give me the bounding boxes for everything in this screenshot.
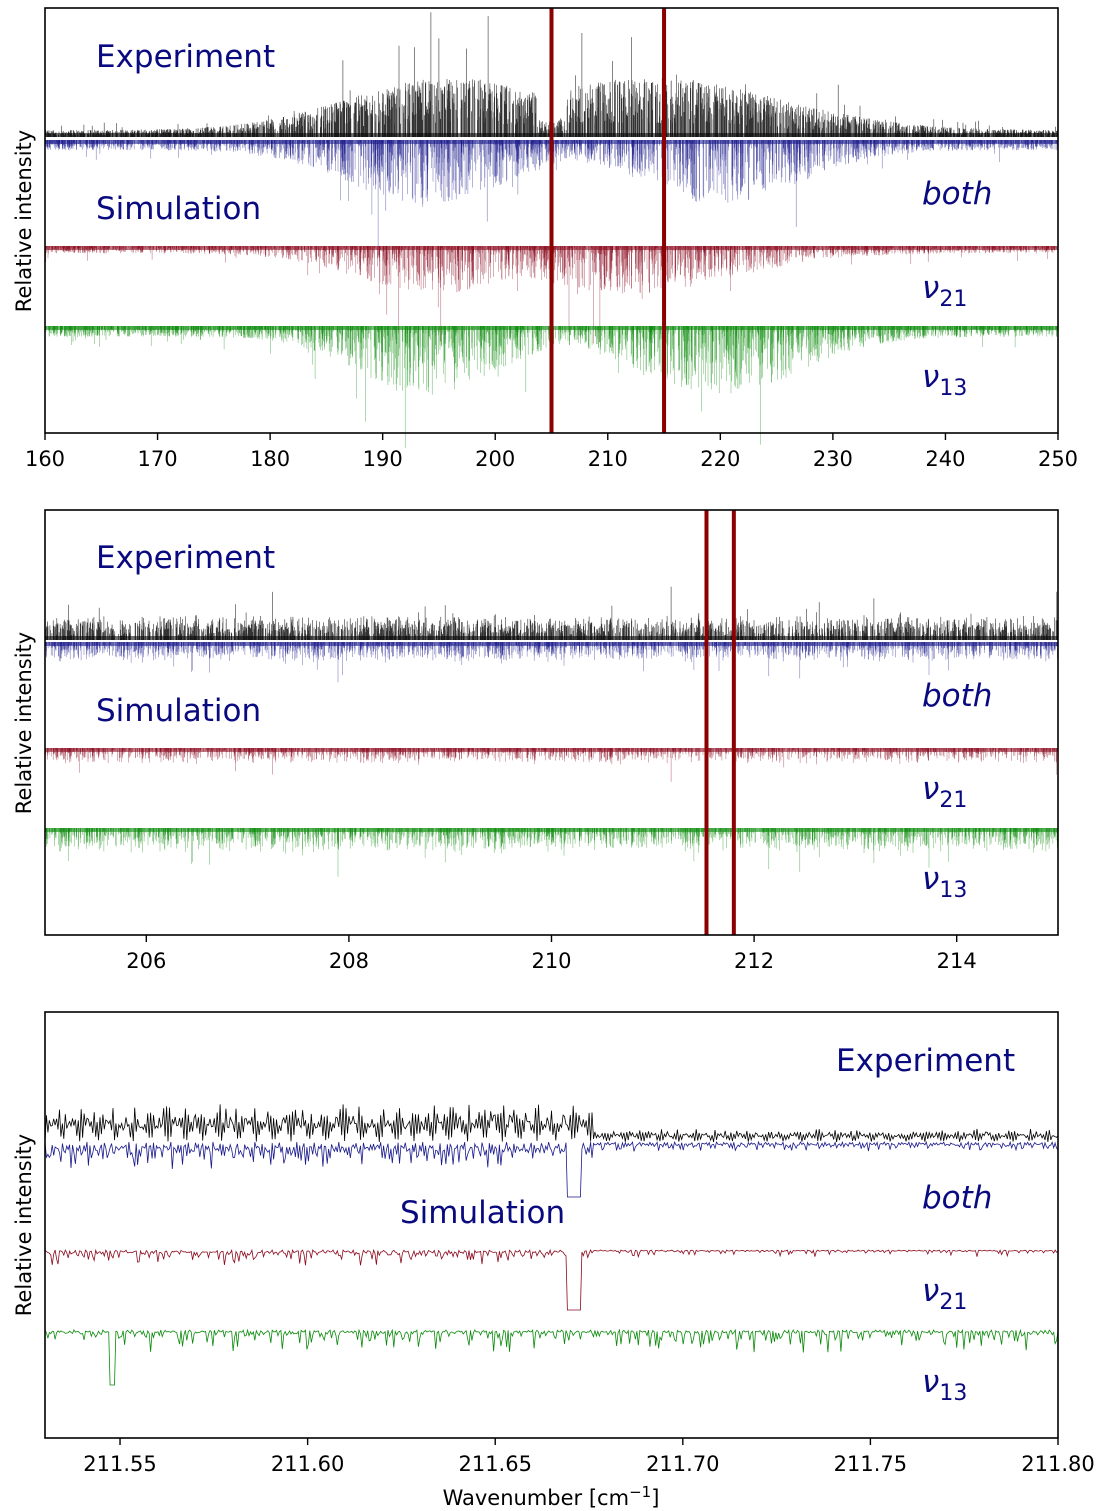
- series-baseline-band: [45, 642, 1058, 646]
- panel-middle-ylabel: Relative intensity: [12, 632, 36, 814]
- x-tick-label: 208: [329, 949, 369, 973]
- panel-top-markers: [549, 8, 667, 433]
- panel-middle-markers: [704, 510, 736, 935]
- series-trace: [44, 1140, 1059, 1198]
- xlabel-superscript: −1: [629, 1483, 651, 1501]
- panel-bottom-nu13-label: ν13: [922, 1364, 967, 1406]
- panel-bottom-xticks: 211.55 211.60 211.65 211.70 211.75 211.80: [83, 1438, 1095, 1476]
- panel-top-xticks: 160 170 180 190 200 210 220 230 240 250: [25, 433, 1078, 471]
- panel-middle: 206 208 210 212 214 Relative intensity Exper…: [12, 509, 1059, 973]
- x-tick-label: 230: [813, 447, 853, 471]
- nu21-subscript: 21: [939, 788, 967, 813]
- panel-bottom-traces: [44, 1104, 1059, 1386]
- x-tick-label: 214: [937, 949, 977, 973]
- panel-bottom-ylabel: Relative intensity: [12, 1134, 36, 1316]
- panel-middle-both-label: both: [922, 678, 992, 714]
- x-tick-label: 211.60: [271, 1452, 344, 1476]
- nu21-subscript: 21: [939, 1290, 967, 1315]
- panel-bottom-experiment-label: Experiment: [836, 1043, 1015, 1079]
- panel-middle-experiment-label: Experiment: [96, 540, 275, 576]
- panel-top-nu13-label: ν13: [922, 359, 967, 401]
- series-trace: [44, 1104, 1059, 1143]
- nu21-subscript: 21: [939, 287, 967, 312]
- panel-middle-xticks: 206 208 210 212 214: [126, 935, 977, 973]
- x-tick-label: 220: [700, 447, 740, 471]
- x-tick-label: 180: [250, 447, 290, 471]
- series-baseline-band: [45, 636, 1058, 640]
- x-tick-label: 210: [531, 949, 571, 973]
- series-baseline-band: [45, 828, 1058, 832]
- panel-middle-nu21-label: ν21: [922, 771, 967, 813]
- x-tick-label: 212: [734, 949, 774, 973]
- panel-top-simulation-label: Simulation: [96, 191, 261, 227]
- panel-bottom-nu21-label: ν21: [922, 1273, 967, 1315]
- x-tick-label: 250: [1038, 447, 1078, 471]
- series-baseline-band: [45, 748, 1058, 752]
- series-trace: [44, 748, 1058, 782]
- x-tick-label: 211.75: [834, 1452, 907, 1476]
- x-tick-label: 160: [25, 447, 65, 471]
- series-trace: [44, 1328, 1059, 1386]
- nu13-subscript: 13: [939, 1381, 967, 1406]
- panel-middle-simulation-label: Simulation: [96, 693, 261, 729]
- x-tick-label: 211.65: [458, 1452, 531, 1476]
- x-tick-label: 211.70: [646, 1452, 719, 1476]
- panel-top-frame: [44, 7, 1059, 434]
- panel-bottom-both-label: both: [922, 1180, 992, 1216]
- panel-middle-traces: [44, 586, 1058, 877]
- x-tick-label: 206: [126, 949, 166, 973]
- series-trace: [44, 586, 1058, 640]
- panel-top-ylabel: Relative intensity: [12, 130, 36, 312]
- x-tick-label: 211.80: [1021, 1452, 1094, 1476]
- x-tick-label: 190: [363, 447, 403, 471]
- series-trace: [44, 1248, 1059, 1311]
- x-tick-label: 170: [138, 447, 178, 471]
- x-tick-label: 200: [475, 447, 515, 471]
- nu13-subscript: 13: [939, 878, 967, 903]
- series-trace: [44, 642, 1058, 683]
- panel-bottom: 211.55 211.60 211.65 211.70 211.75 211.80 Rel…: [12, 1011, 1095, 1510]
- x-tick-label: 240: [925, 447, 965, 471]
- panel-top-experiment-label: Experiment: [96, 39, 275, 75]
- panel-middle-nu13-label: ν13: [922, 861, 967, 903]
- panel-bottom-frame: [44, 1011, 1059, 1439]
- panel-top-nu21-label: ν21: [922, 270, 967, 312]
- panel-top: 160 170 180 190 200 210 220 230 240 250 Relative …: [12, 7, 1078, 471]
- x-tick-label: 211.55: [83, 1452, 156, 1476]
- panel-bottom-xlabel: Wavenumber [cm−1]: [443, 1483, 660, 1510]
- panel-bottom-simulation-label: Simulation: [400, 1195, 565, 1231]
- series-trace: [44, 828, 1058, 877]
- panel-top-both-label: both: [922, 176, 992, 212]
- x-tick-label: 210: [588, 447, 628, 471]
- nu13-subscript: 13: [939, 376, 967, 401]
